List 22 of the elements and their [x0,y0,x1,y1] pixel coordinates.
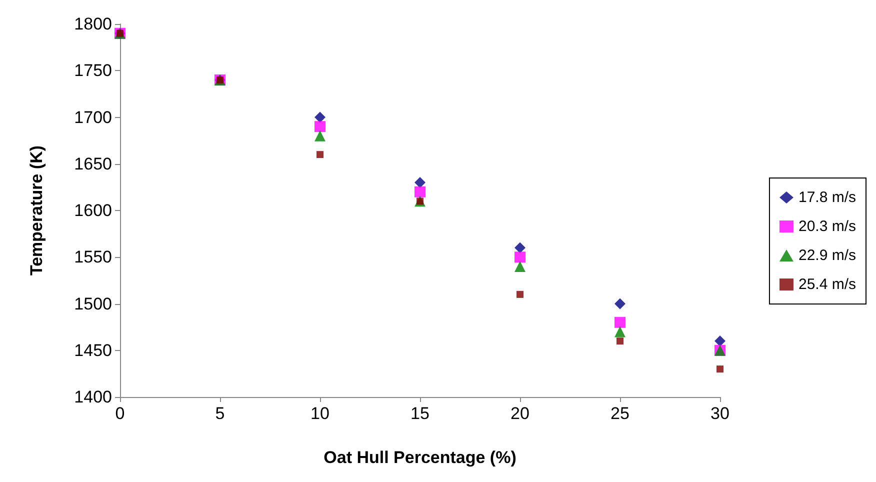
x-tick-label: 25 [610,404,630,423]
y-tick-label: 1600 [74,201,112,220]
x-tick-label: 5 [215,404,225,423]
y-tick-label: 1500 [74,294,112,314]
legend-label: 17.8 m/s [798,189,856,206]
y-tick-label: 1700 [74,108,112,127]
x-tick-label: 0 [115,404,125,423]
y-tick-label: 1650 [74,154,112,174]
x-tick-label: 15 [410,404,430,423]
y-tick-label: 1750 [74,61,112,80]
y-axis-title: Temperature (K) [27,145,46,276]
y-tick-label: 1800 [74,14,112,34]
legend-label: 20.3 m/s [798,218,856,235]
legend-label: 25.4 m/s [798,276,856,293]
x-tick-label: 20 [510,404,530,423]
x-tick-label: 30 [710,404,730,423]
x-axis-title: Oat Hull Percentage (%) [324,448,516,467]
x-tick-label: 10 [310,404,330,423]
y-tick-label: 1400 [74,388,112,406]
y-tick-label: 1450 [74,340,112,360]
legend-label: 22.9 m/s [798,247,856,264]
y-tick-label: 1550 [74,248,112,267]
